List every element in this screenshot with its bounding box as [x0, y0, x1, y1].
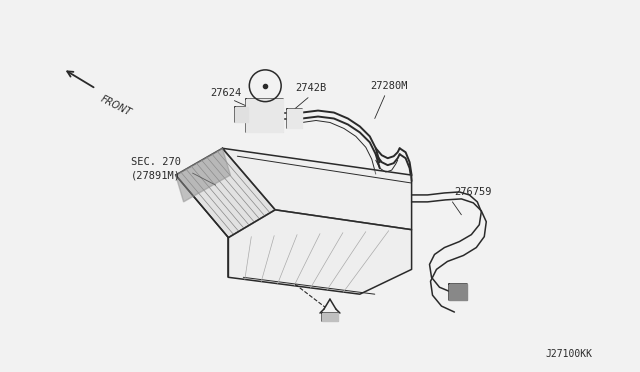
Polygon shape — [236, 107, 248, 122]
Text: 2742B: 2742B — [295, 83, 326, 93]
Text: 27624: 27624 — [211, 88, 242, 98]
Polygon shape — [228, 210, 412, 294]
Text: SEC. 270: SEC. 270 — [131, 157, 181, 167]
Text: J27100KK: J27100KK — [545, 349, 593, 359]
Text: FRONT: FRONT — [99, 94, 133, 118]
Polygon shape — [287, 109, 302, 128]
Text: 276759: 276759 — [454, 187, 492, 197]
Polygon shape — [246, 99, 283, 132]
Text: (27891M): (27891M) — [131, 170, 181, 180]
Polygon shape — [449, 284, 467, 300]
Polygon shape — [175, 148, 230, 202]
Polygon shape — [223, 148, 412, 230]
Polygon shape — [322, 313, 338, 321]
Text: 27280M: 27280M — [370, 81, 407, 91]
Polygon shape — [175, 148, 275, 238]
